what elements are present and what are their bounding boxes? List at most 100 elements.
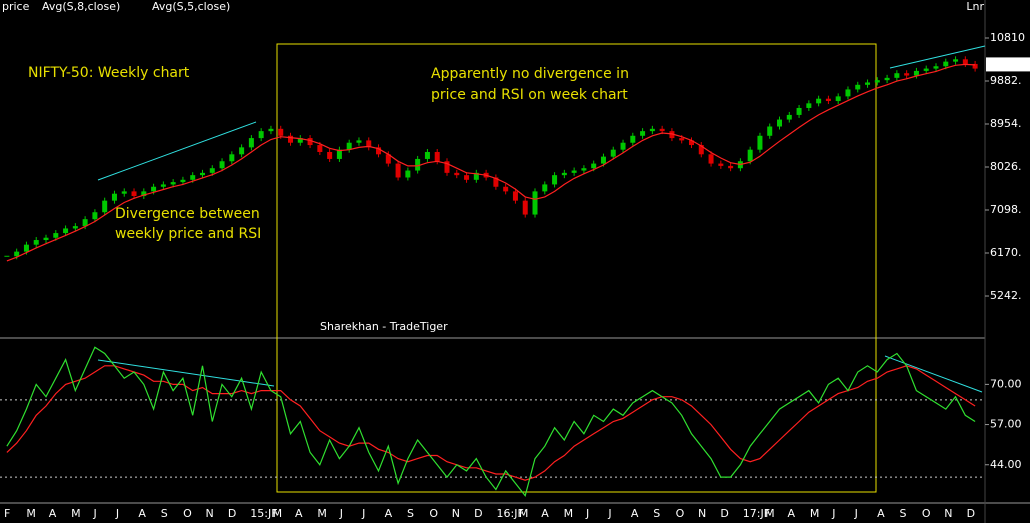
candle [777, 119, 783, 127]
candle [346, 142, 352, 150]
candle [855, 84, 861, 90]
candle [33, 240, 39, 245]
x-tick-label: A [877, 507, 885, 520]
candle [591, 163, 597, 169]
y-tick-label: 9882. [990, 74, 1022, 87]
candle [415, 158, 421, 171]
candle [786, 114, 792, 120]
candle [825, 98, 831, 102]
candle [757, 135, 763, 150]
x-tick-label: A [138, 507, 146, 520]
annotation: weekly price and RSI [115, 226, 261, 242]
watermark: Sharekhan - TradeTiger [320, 320, 448, 333]
candle [806, 103, 812, 108]
x-tick-label: M [519, 507, 529, 520]
candle [913, 70, 919, 76]
candle [424, 151, 430, 159]
candle [229, 154, 235, 162]
rsi-average-line [6, 365, 976, 481]
x-tick-label: J [361, 507, 365, 520]
y-tick-label: 57.00 [990, 418, 1022, 431]
candle [219, 161, 225, 169]
candle [972, 63, 978, 69]
candle [170, 182, 176, 185]
x-tick-label: D [228, 507, 236, 520]
candle [874, 80, 880, 83]
x-tick-label: A [788, 507, 796, 520]
x-tick-label: A [631, 507, 639, 520]
candle [542, 184, 548, 192]
y-tick-label: 5242. [990, 289, 1022, 302]
x-tick-label: O [922, 507, 931, 520]
x-tick-label: D [474, 507, 482, 520]
candle [679, 138, 685, 141]
candle [816, 98, 822, 104]
candle [444, 161, 450, 173]
x-tick-label: 15:JF [250, 507, 277, 520]
candle [865, 82, 871, 85]
candle [552, 175, 558, 185]
candle [239, 147, 245, 155]
x-tick-label: A [295, 507, 303, 520]
candle [464, 175, 470, 180]
candle [53, 233, 59, 238]
x-tick-label: M [765, 507, 775, 520]
x-tick-label: N [944, 507, 952, 520]
candle [317, 145, 323, 152]
candle [23, 244, 29, 252]
x-tick-label: N [452, 507, 460, 520]
moving-average-line [6, 63, 976, 262]
candle [473, 172, 479, 180]
candle [43, 237, 49, 241]
trend-line [884, 355, 983, 393]
candle [454, 172, 460, 176]
candle [151, 186, 157, 192]
candle [640, 131, 646, 136]
trend-line [97, 121, 257, 181]
candle [14, 251, 20, 257]
candle [718, 163, 724, 166]
candle [630, 135, 636, 143]
candle [894, 73, 900, 78]
candle [796, 107, 802, 115]
y-tick-label: 8026. [990, 160, 1022, 173]
candle [503, 186, 509, 192]
candle [434, 151, 440, 162]
x-tick-label: F [4, 507, 10, 520]
candle [190, 175, 196, 180]
candle [659, 128, 665, 132]
candle [307, 138, 313, 146]
x-tick-label: M [273, 507, 283, 520]
candle [845, 89, 851, 97]
candle [356, 140, 362, 143]
x-tick-label: J [339, 507, 343, 520]
x-tick-label: J [607, 507, 611, 520]
candle [669, 131, 675, 139]
annotation: price and RSI on week chart [431, 87, 628, 103]
candle [767, 126, 773, 136]
candle [385, 154, 391, 164]
candle [288, 135, 294, 143]
last-price-label: 10240 [990, 57, 1025, 70]
candle [581, 168, 587, 171]
candle [688, 140, 694, 146]
candle [82, 219, 88, 227]
candle [962, 59, 968, 64]
candle [943, 61, 949, 67]
y-tick-label: 70.00 [990, 377, 1022, 390]
candle [336, 149, 342, 159]
candle [532, 191, 538, 215]
legend-item: Avg(S,8,close) [42, 0, 120, 13]
candle [620, 142, 626, 150]
candle [199, 172, 205, 176]
candle [327, 151, 333, 159]
x-tick-label: A [385, 507, 393, 520]
candle [884, 77, 890, 81]
last-price-box [986, 57, 1030, 72]
annotation: Divergence between [115, 206, 260, 222]
candle [121, 191, 127, 194]
annotation: Apparently no divergence in [431, 66, 629, 82]
highlight-box [276, 43, 877, 493]
candle [209, 168, 215, 173]
x-tick-label: J [585, 507, 589, 520]
